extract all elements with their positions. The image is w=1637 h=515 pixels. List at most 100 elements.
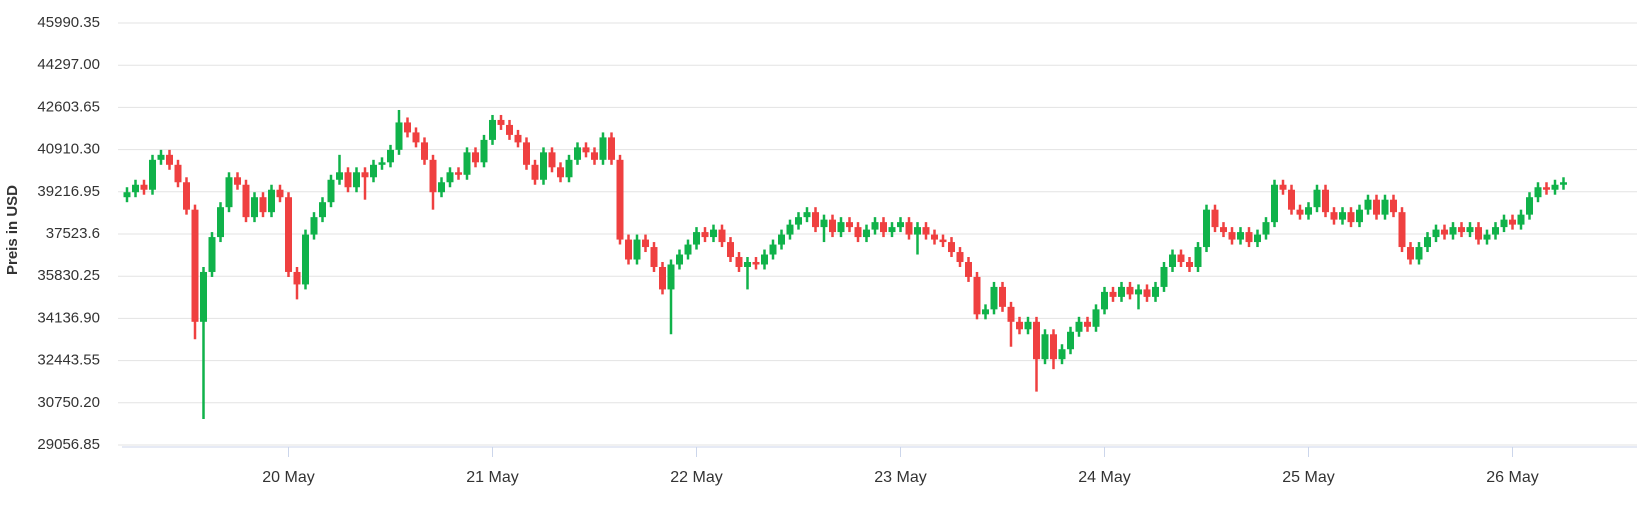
candle-body [1084,321,1091,327]
candle-body [506,124,513,135]
candle-body [1050,334,1057,360]
candle-body [1483,234,1491,240]
candle-body [1390,199,1397,213]
candle-body [659,266,666,290]
candle-body [1067,331,1074,350]
candle-body [183,182,190,210]
candle-body [1560,182,1567,185]
candle-body [701,232,709,238]
candle-body [1364,199,1372,210]
candle-body [1211,209,1219,228]
candle-body [820,219,828,228]
candle-body [200,271,207,322]
candle-body [616,159,624,240]
candle-body [905,222,913,235]
candle-body [285,197,292,272]
x-tick-label: 26 May [1486,469,1538,486]
candle-body [438,182,445,193]
candle-body [999,286,1006,307]
x-tick-label: 23 May [874,469,926,486]
candle-body [1441,229,1448,235]
candle-body [242,184,250,218]
candle-body [1509,219,1516,225]
candle-body [1262,222,1270,235]
candle-body [251,197,258,218]
candle-body [591,152,598,160]
candle-body [1092,309,1100,327]
y-tick-label: 32443.55 [37,352,100,369]
candle-body [225,177,233,208]
candle-body [1041,334,1049,360]
candle-body [837,222,845,233]
candle-body [973,276,981,315]
candle-body [344,172,352,188]
candle-body [310,217,318,235]
candle-body [990,286,998,310]
candle-body [1424,237,1431,248]
candle-body [395,122,403,150]
candle-body [1381,199,1389,215]
candle-body [1543,187,1550,190]
candle-body [642,239,649,248]
y-tick-label: 30750.20 [37,394,100,411]
x-tick-label: 24 May [1078,469,1130,486]
candle-body [1271,184,1278,223]
candle-body [157,154,165,160]
candle-body [336,172,343,180]
candle-body [1220,227,1227,233]
candle-body [557,167,564,178]
candle-body [727,242,734,258]
candle-body [710,229,717,238]
candle-body [684,244,692,255]
candle-body [268,189,275,213]
candle-body [327,179,335,203]
candle-body [1033,321,1040,360]
candle-body [361,172,369,178]
candle-body [370,164,377,178]
candle-body [1500,219,1508,228]
candle-body [540,152,547,180]
candle-body [608,137,615,160]
x-tick-label: 21 May [466,469,518,486]
candle-body [599,137,607,160]
candle-body [1313,189,1321,208]
candle-body [1186,262,1193,267]
candle-body [480,139,488,163]
candle-body [353,172,360,188]
candle-body [523,142,530,165]
candle-body [1296,209,1304,215]
candle-body [582,147,590,153]
candle-body [191,209,199,322]
x-tick-label: 20 May [262,469,314,486]
candle-body [234,177,241,185]
candle-body [472,152,479,163]
candle-body [166,154,173,165]
candle-body [982,309,989,315]
candle-body [948,242,955,253]
candle-body [565,159,573,178]
candle-body [795,217,802,225]
candle-body [1288,189,1295,210]
candle-body [1024,321,1032,330]
y-tick-label: 37523.6 [46,225,100,242]
candle-body [387,149,394,163]
candle-body [803,212,811,218]
candle-body [846,222,853,228]
candle-body [880,222,887,233]
candle-body [812,212,819,228]
candle-body [1279,184,1287,190]
candle-body [1534,187,1542,198]
candle-body [931,234,938,240]
candle-body [650,247,658,267]
candle-body [735,257,743,267]
candle-body [514,134,522,143]
candle-body [548,152,556,168]
candle-body [149,159,156,190]
candle-body [1109,291,1117,297]
candle-body [531,164,539,180]
candle-body [922,227,930,235]
candle-body [1330,212,1338,220]
candle-body [786,224,794,235]
y-tick-label: 34136.90 [37,309,100,326]
